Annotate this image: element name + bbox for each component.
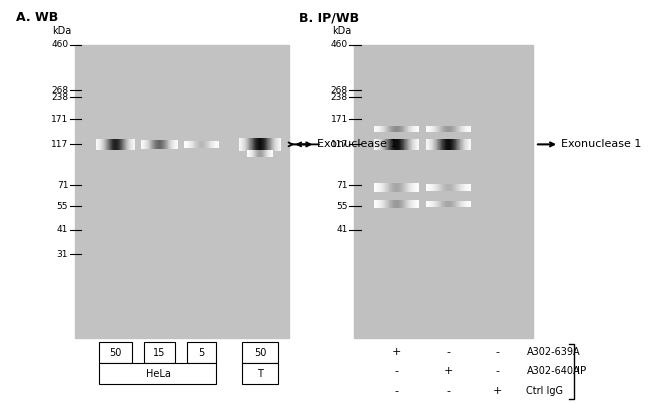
Text: +: +	[444, 367, 453, 376]
Text: Ctrl IgG: Ctrl IgG	[526, 386, 564, 396]
Text: 238: 238	[51, 93, 68, 102]
Text: 460: 460	[331, 40, 348, 49]
Text: -: -	[447, 386, 450, 396]
Text: 41: 41	[337, 225, 348, 234]
Text: IP: IP	[577, 367, 586, 376]
Text: -: -	[447, 347, 450, 357]
Text: 117: 117	[330, 140, 348, 149]
Text: 5: 5	[198, 348, 205, 358]
Bar	[242, 363, 278, 384]
Text: 460: 460	[51, 40, 68, 49]
Text: +: +	[493, 386, 502, 396]
Text: -: -	[495, 347, 499, 357]
Bar	[242, 342, 278, 363]
Text: 50: 50	[109, 348, 122, 358]
Text: -: -	[395, 386, 398, 396]
Text: -: -	[495, 367, 499, 376]
Bar	[99, 342, 132, 363]
Bar	[187, 342, 216, 363]
Text: HeLa: HeLa	[146, 369, 170, 379]
Text: -: -	[395, 367, 398, 376]
Text: 55: 55	[57, 202, 68, 211]
Text: 41: 41	[57, 225, 68, 234]
Text: B. IP/WB: B. IP/WB	[299, 11, 359, 24]
Text: A302-640A: A302-640A	[526, 367, 580, 376]
Bar	[75, 45, 289, 338]
Text: Exonuclease 1: Exonuclease 1	[317, 139, 398, 149]
Text: 268: 268	[51, 85, 68, 94]
Text: A. WB: A. WB	[16, 11, 58, 24]
Text: 31: 31	[57, 250, 68, 259]
Text: 15: 15	[153, 348, 166, 358]
Bar	[99, 363, 216, 384]
Text: 268: 268	[331, 85, 348, 94]
Text: Exonuclease 1: Exonuclease 1	[561, 139, 642, 149]
Text: 171: 171	[51, 115, 68, 124]
Text: 71: 71	[336, 181, 348, 190]
Text: 55: 55	[336, 202, 348, 211]
Bar	[354, 45, 533, 338]
Text: T: T	[257, 369, 263, 379]
Text: A302-639A: A302-639A	[526, 347, 580, 357]
Text: kDa: kDa	[52, 26, 72, 36]
Text: +: +	[392, 347, 401, 357]
Text: 71: 71	[57, 181, 68, 190]
Text: kDa: kDa	[332, 26, 351, 36]
Bar	[144, 342, 175, 363]
Text: 117: 117	[51, 140, 68, 149]
Text: 238: 238	[331, 93, 348, 102]
Text: 171: 171	[330, 115, 348, 124]
Text: 50: 50	[254, 348, 266, 358]
